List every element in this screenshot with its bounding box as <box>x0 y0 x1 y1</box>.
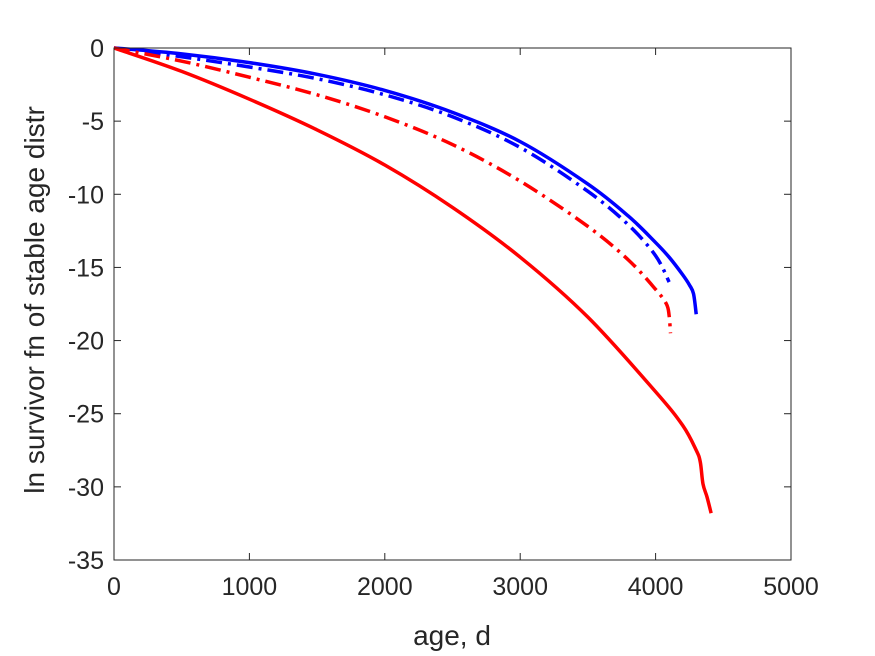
y-tick-label: -25 <box>68 401 104 429</box>
x-axis-label: age, d <box>413 620 491 651</box>
plot-background <box>114 48 791 560</box>
x-tick-label: 2000 <box>357 573 413 601</box>
series-layer <box>113 46 713 514</box>
x-tick-label: 5000 <box>763 573 819 601</box>
y-tick-label: 0 <box>90 35 104 63</box>
series-line-4 <box>113 46 713 514</box>
y-tick-label: -15 <box>68 254 104 282</box>
y-tick-label: -5 <box>82 108 104 136</box>
series-line-2 <box>113 46 671 283</box>
x-tick-label: 4000 <box>628 573 684 601</box>
y-tick-label: -20 <box>68 328 104 356</box>
y-axis-label: ln survivor fn of stable age distr <box>19 106 50 494</box>
series-line-1 <box>113 46 698 315</box>
y-tick-label: -35 <box>68 547 104 575</box>
y-tick-label: -30 <box>68 474 104 502</box>
x-tick-labels: 0 1000 2000 3000 4000 5000 <box>107 573 819 601</box>
series-line-3 <box>113 46 673 334</box>
x-tick-label: 3000 <box>492 573 548 601</box>
x-tick-label: 1000 <box>222 573 278 601</box>
y-tick-labels: 0 -5 -10 -15 -20 -25 -30 -35 <box>68 35 104 575</box>
ticks-layer <box>113 47 792 561</box>
plot-frame <box>113 47 792 561</box>
x-tick-label: 0 <box>107 573 121 601</box>
y-tick-label: -10 <box>68 181 104 209</box>
